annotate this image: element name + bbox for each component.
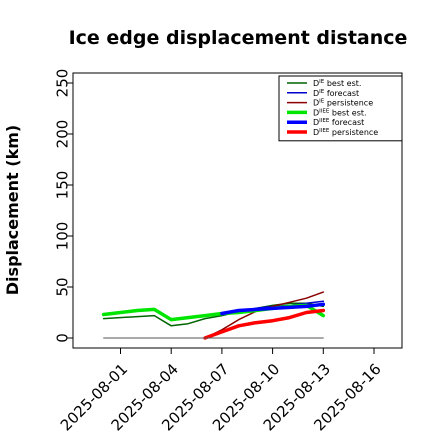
series-layer <box>101 291 326 340</box>
y-axis-label: Displacement (km) <box>3 125 22 295</box>
plot-frame <box>72 72 403 349</box>
y-tick-label: 150 <box>54 171 72 200</box>
legend-label: DIIEE forecast <box>313 118 364 127</box>
y-tick-label: 250 <box>54 69 72 98</box>
legend-label: DIIEE best est. <box>313 108 367 117</box>
series-line-d-iiee-persistence <box>203 308 326 340</box>
legend-box <box>278 75 403 142</box>
y-tick-label: 200 <box>54 120 72 149</box>
legend-label: DIE best est. <box>313 79 361 88</box>
y-tick-label: 50 <box>54 277 72 296</box>
y-tick-label: 0 <box>54 333 72 343</box>
y-tick-label: 100 <box>54 222 72 251</box>
chart-title: Ice edge displacement distance <box>69 27 408 49</box>
legend-label: DIIEE persistence <box>313 128 378 137</box>
legend-label: DIE forecast <box>313 89 359 98</box>
series-line-d-iiee-forecast <box>220 302 326 316</box>
legend-label: DIE persistence <box>313 99 373 108</box>
